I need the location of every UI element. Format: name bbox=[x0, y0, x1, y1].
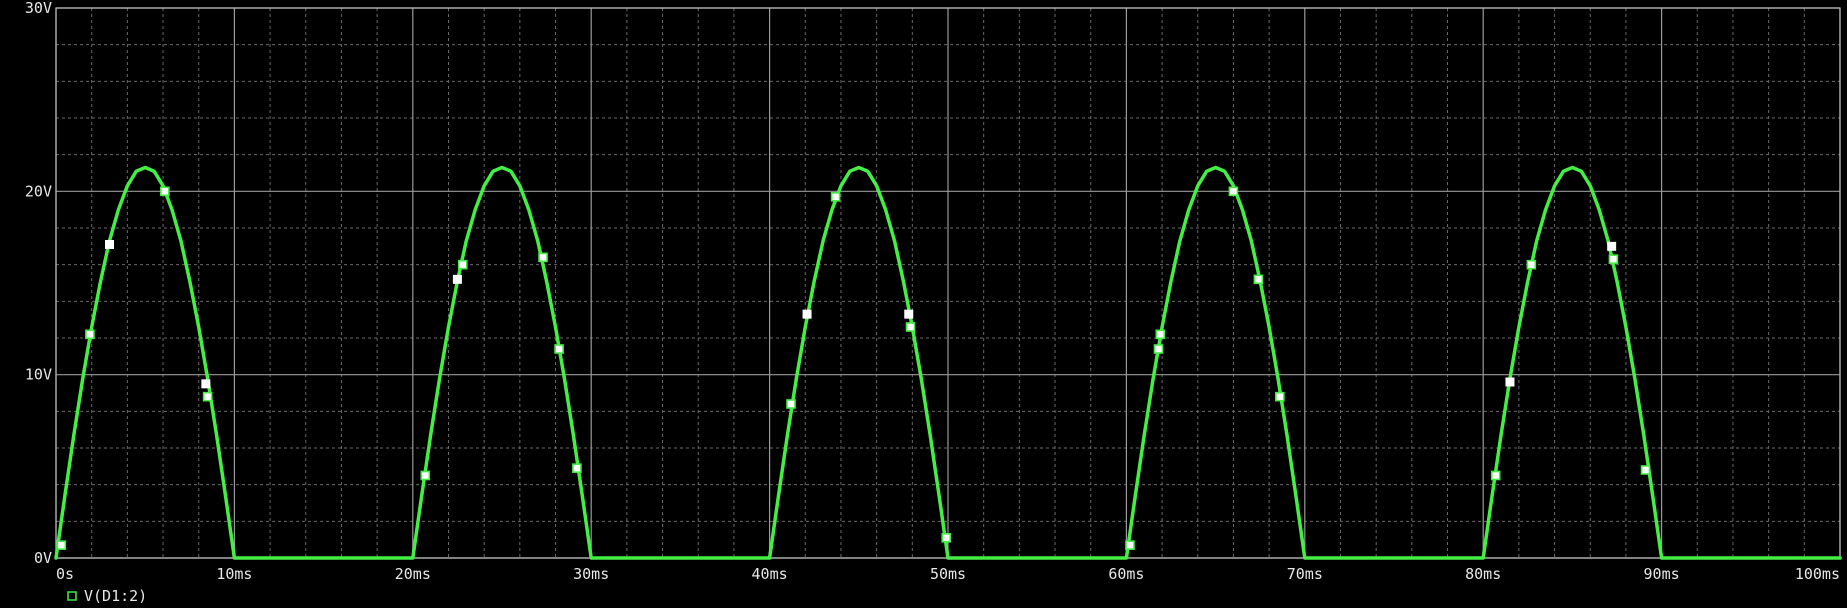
data-marker-point bbox=[452, 274, 462, 284]
x-tick-label: 80ms bbox=[1465, 565, 1501, 583]
data-marker-point bbox=[1505, 377, 1515, 387]
data-marker-point bbox=[201, 379, 211, 389]
x-tick-label: 70ms bbox=[1287, 565, 1323, 583]
data-marker-point bbox=[160, 186, 170, 197]
data-marker-point bbox=[1228, 186, 1239, 197]
data-marker-point bbox=[1125, 540, 1135, 550]
data-marker-point bbox=[802, 309, 812, 319]
data-marker-point bbox=[904, 309, 914, 319]
data-marker-point bbox=[105, 240, 115, 249]
data-marker-point bbox=[786, 399, 796, 409]
legend-label: V(D1:2) bbox=[84, 587, 147, 605]
marker-layer bbox=[56, 186, 1651, 550]
data-marker-point bbox=[420, 470, 431, 481]
data-marker-point bbox=[56, 540, 67, 550]
series-layer bbox=[54, 165, 1842, 560]
data-marker-point bbox=[202, 391, 213, 402]
data-marker-point bbox=[1526, 259, 1537, 270]
x-tick-label: 90ms bbox=[1644, 565, 1680, 583]
y-tick-label: 0V bbox=[34, 549, 52, 567]
series-line bbox=[54, 165, 1842, 560]
x-tick-label: 0s bbox=[56, 565, 74, 583]
x-tick-label: 10ms bbox=[216, 565, 252, 583]
legend-swatch-icon bbox=[67, 591, 77, 601]
x-tick-label: 30ms bbox=[573, 565, 609, 583]
data-marker-point bbox=[1640, 465, 1651, 475]
y-tick-label: 30V bbox=[25, 0, 52, 17]
data-marker-point bbox=[457, 259, 468, 270]
x-tick-label: 40ms bbox=[752, 565, 788, 583]
legend: V(D1:2) bbox=[67, 587, 147, 605]
minor-grid bbox=[56, 8, 1840, 558]
y-tick-label: 20V bbox=[25, 182, 52, 200]
data-marker-point bbox=[1608, 254, 1619, 264]
data-marker-point bbox=[1153, 344, 1164, 354]
data-marker-point bbox=[1490, 470, 1501, 481]
y-axis-tick-labels: 0V 10V 20V 30V bbox=[25, 0, 52, 567]
x-tick-label: 100ms bbox=[1795, 565, 1840, 583]
data-marker-point bbox=[1607, 241, 1617, 251]
data-marker-point bbox=[830, 192, 841, 202]
data-marker-point bbox=[554, 344, 564, 354]
data-marker-point bbox=[1275, 391, 1285, 402]
data-marker-point bbox=[905, 322, 916, 332]
data-marker-point bbox=[85, 329, 95, 340]
x-axis-tick-labels: 0s 10ms 20ms 30ms 40ms 50ms 60ms 70ms 80ms 90ms 10… bbox=[56, 565, 1840, 583]
y-tick-label: 10V bbox=[25, 366, 52, 384]
x-tick-label: 20ms bbox=[395, 565, 431, 583]
x-tick-label: 50ms bbox=[930, 565, 966, 583]
data-marker-point bbox=[1253, 274, 1264, 285]
data-marker-point bbox=[572, 463, 582, 473]
data-marker-point bbox=[941, 533, 952, 543]
data-marker-point bbox=[538, 252, 548, 263]
x-tick-label: 60ms bbox=[1108, 565, 1144, 583]
data-marker-point bbox=[1155, 329, 1166, 340]
